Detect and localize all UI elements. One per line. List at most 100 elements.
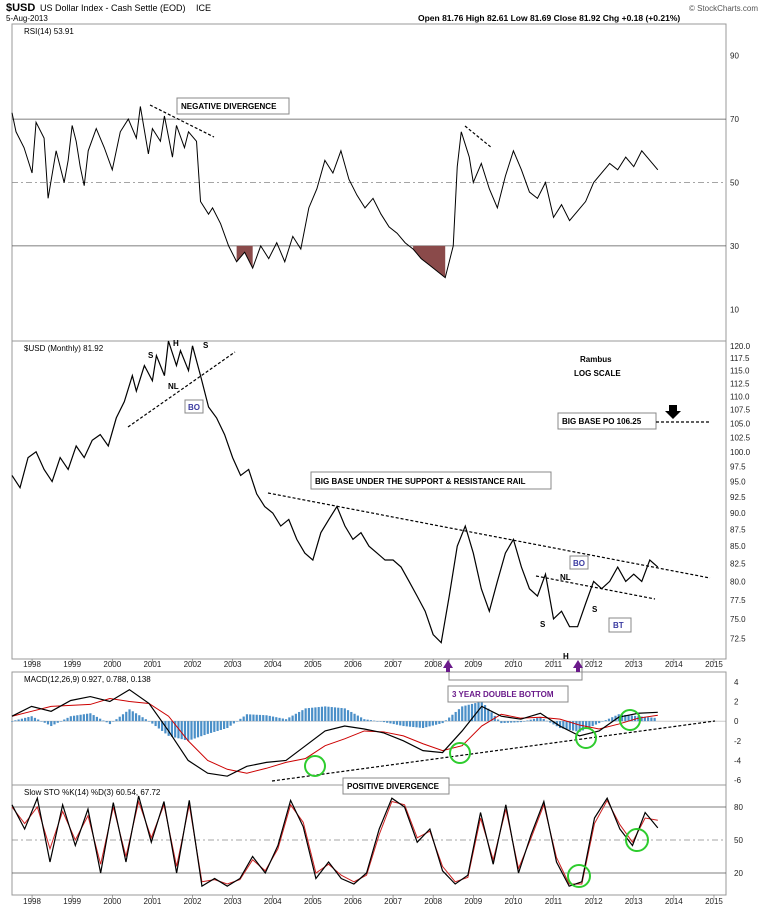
price-y-tick-label: 115.0: [730, 367, 750, 376]
label-bt: BT: [613, 621, 624, 630]
macd-histogram-bar: [487, 708, 490, 722]
macd-title: MACD(12,26,9) 0.927, 0.788, 0.138: [24, 675, 151, 684]
double-bottom-box: [447, 685, 569, 703]
macd-histogram-bar: [454, 711, 457, 722]
macd-histogram-bar: [369, 720, 372, 722]
macd-histogram-bar: [239, 718, 242, 722]
rsi-shaded-area: [413, 245, 446, 278]
price-chart: 120.0 117.5 115.0 112.5 110.0 107.5 105.0 102.5…: [11, 340, 751, 644]
x-tick-label: 2007: [384, 660, 402, 669]
macd-histogram-bar: [229, 721, 232, 726]
macd-histogram-bar: [408, 721, 412, 727]
x-tick-label: 2007: [384, 897, 402, 906]
macd-histogram-bar: [526, 720, 529, 722]
macd-histogram-bar: [33, 717, 37, 722]
macd-histogram-bar: [17, 719, 20, 722]
macd-histogram-bar: [607, 718, 611, 722]
macd-histogram-bar: [252, 714, 255, 722]
price-y-tick-label: 102.5: [730, 433, 751, 442]
x-axis: 1998 1998 1999 1999 2000 2000 2001 2001 2002 2002…: [23, 659, 723, 906]
macd-histogram-bar: [633, 715, 637, 722]
x-tick-label: 2000: [103, 660, 121, 669]
macd-histogram-bar: [20, 718, 23, 722]
macd-histogram-bar: [275, 717, 278, 722]
macd-histogram-bar: [483, 705, 487, 722]
macd-histogram-bar: [232, 721, 235, 724]
macd-histogram-bar: [536, 718, 539, 722]
x-tick-label: 2002: [184, 660, 202, 669]
price-panel: [11, 340, 727, 660]
rsi-y-tick-label: 90: [730, 52, 739, 61]
macd-histogram-bar: [353, 713, 356, 722]
macd-histogram-bar: [464, 705, 467, 722]
macd-histogram-bar: [529, 719, 532, 722]
x-tick-label: 2014: [665, 660, 683, 669]
macd-histogram-bar: [288, 717, 291, 722]
macd-histogram-bar: [144, 719, 147, 722]
rsi-chart: 90 70 50 30 10: [11, 52, 739, 314]
sto-y-tick-label: 80: [734, 803, 743, 812]
macd-histogram-bar: [565, 721, 568, 730]
macd-histogram-bar: [154, 721, 157, 727]
macd-histogram-bar: [327, 706, 330, 722]
macd-signal-line: [11, 698, 658, 774]
macd-chart: 4 2 0 -2 -4 -6: [11, 678, 742, 785]
price-y-tick-label: 95.0: [730, 478, 746, 487]
macd-histogram-bar: [653, 717, 656, 722]
macd-histogram-bar: [37, 719, 40, 722]
macd-histogram-bar: [363, 719, 366, 722]
x-tick-label: 1999: [63, 660, 81, 669]
macd-histogram-bar: [382, 721, 386, 723]
positive-divergence-box: [342, 777, 450, 795]
macd-histogram-bar: [213, 721, 216, 732]
macd-histogram-bar: [448, 717, 451, 722]
macd-histogram-bar: [128, 709, 131, 722]
macd-histogram-bar: [242, 716, 245, 722]
x-tick-label: 2008: [424, 897, 442, 906]
macd-histogram-bar: [161, 721, 164, 731]
macd-histogram-bar: [258, 714, 262, 722]
x-tick-label: 2003: [224, 660, 242, 669]
neckline-2: [535, 575, 656, 600]
macd-histogram-bar: [46, 721, 50, 725]
macd-histogram-bar: [647, 717, 650, 722]
macd-histogram-bar: [66, 717, 69, 722]
sto-title: Slow STO %K(14) %D(3) 60.54, 67.72: [24, 788, 161, 797]
macd-histogram-bar: [174, 721, 177, 738]
macd-histogram-bar: [591, 721, 594, 727]
highlight-circle: [575, 727, 597, 749]
scale-label: LOG SCALE: [574, 369, 621, 378]
price-y-tick-label: 117.5: [730, 354, 750, 363]
macd-histogram-bar: [216, 721, 219, 731]
big-base-po-box: [557, 412, 657, 430]
x-tick-label: 2000: [103, 897, 121, 906]
x-tick-label: 2009: [464, 897, 482, 906]
macd-line: [11, 688, 658, 777]
rsi-y-tick-label: 50: [730, 179, 739, 188]
rsi-line: [11, 106, 659, 279]
macd-histogram-bar: [601, 721, 604, 722]
exchange: ICE: [196, 3, 211, 13]
macd-histogram-bar: [412, 721, 415, 728]
macd-histogram-bar: [474, 703, 477, 722]
macd-histogram-bar: [575, 721, 578, 732]
x-tick-label: 2012: [585, 897, 603, 906]
macd-histogram-bar: [151, 721, 154, 724]
macd-histogram-bar: [320, 706, 324, 722]
label-s1: S: [148, 351, 154, 360]
macd-histogram-bar: [346, 710, 350, 722]
macd-histogram-bar: [157, 721, 160, 729]
rsi-y-tick-label: 70: [730, 115, 739, 124]
macd-histogram-bar: [594, 721, 598, 725]
macd-histogram-bar: [170, 721, 174, 737]
big-base-label: BIG BASE UNDER THE SUPPORT & RESISTANCE …: [315, 477, 526, 486]
macd-histogram-bar: [187, 721, 190, 741]
macd-histogram-bar: [386, 721, 389, 723]
macd-histogram-bar: [121, 714, 125, 722]
highlight-circle: [567, 864, 591, 888]
macd-histogram-bar: [271, 716, 275, 722]
sto-y-tick-label: 20: [734, 869, 743, 878]
macd-histogram-bar: [89, 713, 92, 722]
price-title: $USD (Monthly) 81.92: [24, 344, 104, 353]
macd-histogram-bar: [376, 721, 379, 722]
